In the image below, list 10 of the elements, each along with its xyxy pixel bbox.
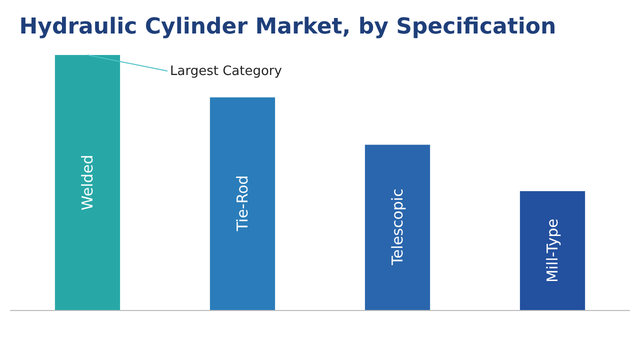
- annotation: Largest Category: [170, 64, 282, 79]
- x-tick-label: Mill-Type: [544, 218, 562, 283]
- bar: [210, 97, 276, 310]
- x-tick-label: Tie-Rod: [234, 175, 252, 232]
- bar: [520, 191, 586, 310]
- x-tick-label: Welded: [78, 154, 96, 210]
- x-tick-label: Telescopic: [388, 188, 406, 266]
- bar: [364, 144, 430, 310]
- bar: [54, 55, 120, 310]
- chart-title: Hydraulic Cylinder Market, by Specification: [19, 14, 556, 40]
